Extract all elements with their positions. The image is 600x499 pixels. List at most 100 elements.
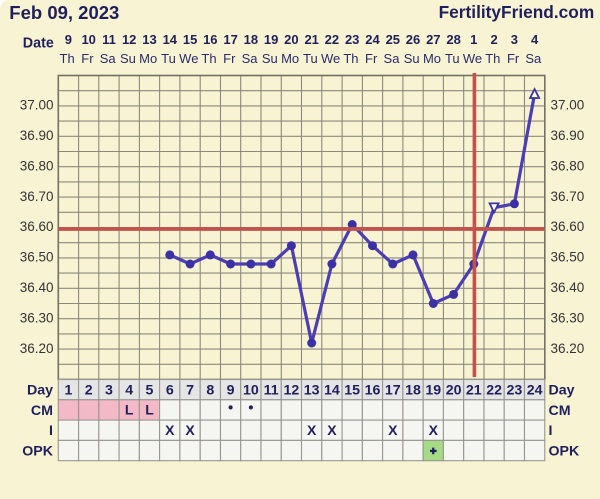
svg-text:Th: Th bbox=[485, 51, 500, 66]
svg-text:21: 21 bbox=[304, 32, 318, 47]
svg-text:X: X bbox=[185, 422, 195, 438]
svg-text:36.20: 36.20 bbox=[551, 341, 585, 356]
svg-text:Day: Day bbox=[27, 383, 53, 399]
svg-text:1: 1 bbox=[470, 32, 477, 47]
svg-text:Sa: Sa bbox=[384, 51, 401, 66]
svg-text:CM: CM bbox=[549, 403, 571, 419]
svg-text:1: 1 bbox=[64, 383, 72, 399]
svg-text:19: 19 bbox=[264, 32, 278, 47]
svg-text:Tu: Tu bbox=[445, 51, 460, 66]
svg-text:22: 22 bbox=[486, 383, 502, 399]
svg-text:22: 22 bbox=[325, 32, 339, 47]
svg-text:15: 15 bbox=[344, 383, 360, 399]
svg-text:X: X bbox=[327, 422, 337, 438]
svg-text:We: We bbox=[463, 51, 482, 66]
svg-text:36.80: 36.80 bbox=[20, 158, 54, 173]
svg-text:We: We bbox=[321, 51, 340, 66]
svg-text:36.90: 36.90 bbox=[20, 128, 54, 143]
svg-text:36.70: 36.70 bbox=[551, 189, 585, 204]
svg-text:We: We bbox=[179, 51, 198, 66]
svg-text:X: X bbox=[165, 422, 175, 438]
svg-text:27: 27 bbox=[426, 32, 440, 47]
svg-text:36.60: 36.60 bbox=[20, 219, 54, 234]
svg-text:Mo: Mo bbox=[423, 51, 441, 66]
svg-text:17: 17 bbox=[385, 383, 401, 399]
svg-text:L: L bbox=[145, 402, 154, 418]
svg-text:20: 20 bbox=[284, 32, 298, 47]
svg-text:16: 16 bbox=[365, 383, 381, 399]
svg-text:36.30: 36.30 bbox=[20, 310, 54, 325]
svg-text:Mo: Mo bbox=[281, 51, 299, 66]
svg-text:Fr: Fr bbox=[507, 51, 520, 66]
svg-text:36.50: 36.50 bbox=[551, 250, 585, 265]
svg-text:11: 11 bbox=[264, 383, 279, 399]
svg-text:Sa: Sa bbox=[100, 51, 117, 66]
svg-text:37.00: 37.00 bbox=[551, 98, 585, 113]
svg-text:Th: Th bbox=[201, 51, 216, 66]
svg-text:Th: Th bbox=[343, 51, 358, 66]
svg-text:21: 21 bbox=[466, 383, 482, 399]
svg-text:36.40: 36.40 bbox=[551, 280, 585, 295]
svg-text:Su: Su bbox=[404, 51, 420, 66]
svg-text:2: 2 bbox=[490, 32, 497, 47]
svg-text:Day: Day bbox=[549, 383, 575, 399]
svg-text:13: 13 bbox=[304, 383, 320, 399]
svg-text:X: X bbox=[388, 422, 398, 438]
svg-text:8: 8 bbox=[206, 383, 214, 399]
svg-text:OPK: OPK bbox=[549, 443, 580, 459]
svg-text:12: 12 bbox=[122, 32, 136, 47]
svg-text:Th: Th bbox=[60, 51, 75, 66]
svg-text:17: 17 bbox=[223, 32, 237, 47]
svg-text:X: X bbox=[307, 422, 317, 438]
svg-text:Feb 09, 2023: Feb 09, 2023 bbox=[9, 2, 119, 23]
svg-text:Date: Date bbox=[23, 36, 54, 52]
svg-text:Tu: Tu bbox=[161, 51, 176, 66]
svg-text:15: 15 bbox=[183, 32, 197, 47]
svg-text:11: 11 bbox=[102, 32, 116, 47]
svg-text:I: I bbox=[49, 423, 53, 439]
svg-text:18: 18 bbox=[405, 383, 421, 399]
svg-text:3: 3 bbox=[511, 32, 518, 47]
svg-text:36.90: 36.90 bbox=[551, 128, 585, 143]
svg-text:26: 26 bbox=[406, 32, 420, 47]
svg-text:36.40: 36.40 bbox=[20, 280, 54, 295]
svg-text:14: 14 bbox=[163, 32, 178, 47]
svg-text:I: I bbox=[549, 423, 553, 439]
svg-text:14: 14 bbox=[324, 383, 340, 399]
svg-text:9: 9 bbox=[65, 32, 72, 47]
svg-text:4: 4 bbox=[531, 32, 539, 47]
svg-text:OPK: OPK bbox=[22, 443, 53, 459]
svg-text:Sa: Sa bbox=[525, 51, 542, 66]
svg-text:Fr: Fr bbox=[223, 51, 236, 66]
svg-text:2: 2 bbox=[85, 383, 93, 399]
svg-text:10: 10 bbox=[243, 383, 259, 399]
svg-text:36.80: 36.80 bbox=[551, 158, 585, 173]
svg-text:5: 5 bbox=[146, 383, 154, 399]
svg-text:16: 16 bbox=[203, 32, 217, 47]
svg-text:37.00: 37.00 bbox=[20, 98, 54, 113]
svg-text:36.60: 36.60 bbox=[551, 219, 585, 234]
svg-text:9: 9 bbox=[227, 383, 235, 399]
svg-text:23: 23 bbox=[507, 383, 523, 399]
svg-text:Su: Su bbox=[120, 51, 136, 66]
svg-text:4: 4 bbox=[125, 383, 133, 399]
svg-text:7: 7 bbox=[186, 383, 194, 399]
svg-text:36.30: 36.30 bbox=[551, 310, 585, 325]
svg-text:Tu: Tu bbox=[303, 51, 318, 66]
svg-text:Sa: Sa bbox=[242, 51, 259, 66]
svg-text:L: L bbox=[125, 402, 134, 418]
svg-text:19: 19 bbox=[425, 383, 441, 399]
svg-text:36.70: 36.70 bbox=[20, 189, 54, 204]
svg-text:6: 6 bbox=[166, 383, 174, 399]
svg-text:25: 25 bbox=[386, 32, 400, 47]
svg-text:28: 28 bbox=[446, 32, 460, 47]
svg-text:18: 18 bbox=[244, 32, 258, 47]
svg-text:Fr: Fr bbox=[81, 51, 94, 66]
svg-text:23: 23 bbox=[345, 32, 359, 47]
svg-text:10: 10 bbox=[81, 32, 95, 47]
svg-text:24: 24 bbox=[527, 383, 543, 399]
svg-text:3: 3 bbox=[105, 383, 113, 399]
svg-text:CM: CM bbox=[31, 403, 53, 419]
svg-text:Su: Su bbox=[262, 51, 278, 66]
svg-text:36.20: 36.20 bbox=[20, 341, 54, 356]
